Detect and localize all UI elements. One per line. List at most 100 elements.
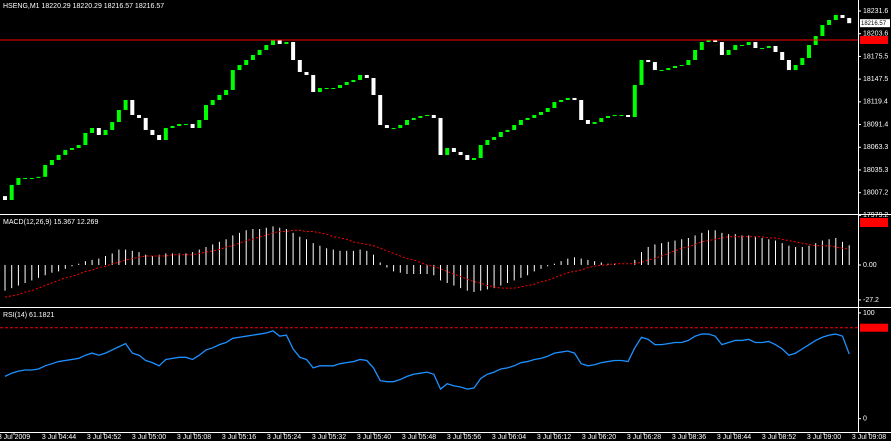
candle-body [371, 77, 376, 95]
macd-bar [560, 261, 562, 265]
macd-bar [426, 264, 428, 274]
candle-body [840, 14, 845, 18]
macd-bar [446, 264, 448, 283]
candle-body [76, 145, 81, 149]
macd-bar [279, 227, 281, 265]
candle-body [666, 68, 671, 71]
macd-bar [721, 232, 723, 265]
candle-body [472, 157, 476, 160]
candle-body [485, 139, 490, 146]
macd-bar [111, 253, 113, 265]
candle-body [170, 125, 175, 129]
chart-title: HSENG,M1 18220.29 18220.29 18216.57 1821… [3, 3, 164, 10]
candle-body [612, 114, 617, 117]
candle-body [786, 59, 791, 71]
candle-body [773, 45, 778, 52]
candle-body [143, 117, 148, 130]
candle-body [70, 148, 74, 150]
candle-body [686, 59, 691, 66]
macd-bar [98, 258, 100, 265]
macd-bar [835, 237, 837, 265]
last-price-box [860, 19, 890, 28]
macd-bar [795, 246, 797, 265]
candle-body [646, 59, 651, 63]
macd-bar [741, 235, 743, 265]
candle-body [780, 51, 785, 60]
candle-body [271, 39, 275, 46]
macd-bar [500, 264, 502, 286]
candle-body [157, 134, 162, 140]
candle-body [411, 117, 416, 120]
x-tick-label: 3 Jul 09:00 [807, 434, 841, 441]
macd-bar [748, 235, 750, 265]
candle-body [699, 42, 704, 50]
candle-body [733, 45, 738, 50]
candle-body [451, 148, 456, 152]
macd-bar [828, 239, 830, 265]
candle-body [291, 42, 296, 60]
macd-bar [386, 264, 388, 268]
candle-body [183, 123, 188, 125]
macd-bar [801, 246, 803, 265]
y-tick-label: 18119.4 [863, 99, 888, 106]
candle-body [116, 109, 121, 123]
candle-body [632, 85, 637, 117]
macd-bar [694, 235, 696, 265]
macd-bar [553, 263, 555, 265]
candle-body [800, 57, 805, 66]
y-tick-label: 17979.2 [863, 212, 888, 219]
candle-body [518, 119, 523, 126]
x-tick-label: 3 Jul 09:08 [852, 434, 886, 441]
macd-bar [761, 237, 763, 265]
macd-bar [272, 226, 274, 265]
candle-body [740, 45, 744, 47]
macd-bar [848, 245, 850, 265]
candle-body [492, 136, 497, 140]
candle-body [592, 122, 597, 124]
macd-bar [232, 235, 234, 265]
candle-body [532, 114, 537, 118]
macd-bar [433, 264, 435, 276]
candle-body [713, 39, 718, 43]
macd-bar [218, 241, 220, 265]
candle-body [277, 39, 282, 44]
macd-bar [292, 232, 294, 265]
candle-body [351, 79, 356, 83]
candle-body [606, 116, 610, 118]
macd-bar [480, 264, 482, 291]
candle-body [103, 129, 108, 135]
signal-line [4, 229, 850, 298]
x-tick-label: 3 Jul 05:00 [132, 434, 166, 441]
candle-body [572, 97, 577, 100]
macd-bar [326, 248, 328, 265]
candle-body [358, 74, 363, 80]
candle-body [405, 119, 409, 126]
macd-bar [198, 249, 200, 265]
candle-body [626, 114, 631, 117]
macd-bar [245, 230, 247, 265]
macd-bar [821, 240, 823, 265]
candle-body [813, 36, 818, 46]
macd-bar [600, 262, 602, 265]
candle-body [431, 114, 436, 118]
macd-bar [754, 236, 756, 265]
candle-body [324, 88, 329, 90]
macd-bar [31, 264, 33, 281]
macd-bar [212, 244, 214, 265]
macd-bar [473, 264, 475, 292]
candle-body [505, 129, 510, 132]
candle-body [29, 177, 34, 179]
candle-body [512, 125, 517, 130]
candle-body [465, 154, 470, 160]
macd-bar [379, 262, 381, 265]
macd-bar [84, 261, 86, 265]
candle-body [425, 114, 430, 117]
macd-bar [352, 250, 354, 265]
candle-body [398, 125, 403, 129]
macd-bar [346, 250, 348, 265]
macd-bar [319, 245, 321, 265]
candle-body [364, 74, 369, 78]
macd-bar [299, 236, 301, 265]
